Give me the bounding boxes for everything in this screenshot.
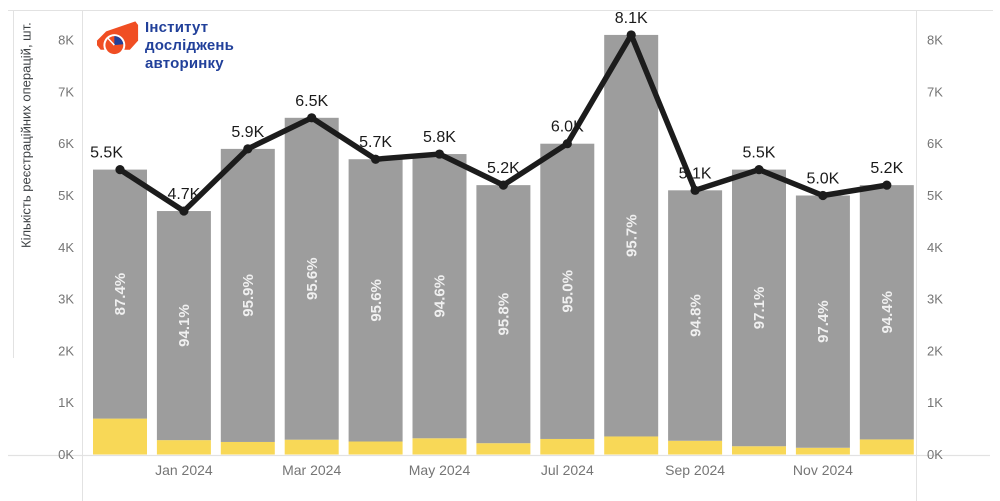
- bar-pct-label: 95.0%: [560, 270, 577, 313]
- x-tick-label: Mar 2024: [282, 462, 341, 478]
- y-tick-right: 7K: [927, 84, 943, 99]
- y-tick-left: 3K: [58, 292, 74, 307]
- y-tick-left: 0K: [58, 447, 74, 462]
- bar-gray-segment[interactable]: [156, 211, 211, 441]
- line-point[interactable]: [690, 185, 700, 195]
- x-tick-label: Jul 2024: [541, 462, 594, 478]
- line-point[interactable]: [179, 206, 189, 216]
- x-tick-label: Nov 2024: [793, 462, 853, 478]
- y-tick-right: 6K: [927, 136, 943, 151]
- bar-pct-label: 97.1%: [751, 287, 768, 330]
- line-point-label: 5.5K: [90, 145, 123, 162]
- line-point-label: 8.1K: [615, 10, 648, 27]
- bar-pct-label: 95.6%: [368, 279, 385, 322]
- bar-gray-segment[interactable]: [412, 154, 467, 439]
- bar-yellow-segment[interactable]: [859, 439, 914, 455]
- logo-car-icon: [97, 21, 139, 57]
- bar-pct-label: 95.9%: [240, 274, 257, 317]
- bar-pct-label: 94.4%: [879, 291, 896, 334]
- line-point[interactable]: [562, 139, 572, 149]
- y-tick-right: 1K: [927, 395, 943, 410]
- bar-yellow-segment[interactable]: [156, 440, 211, 455]
- y-tick-left: 6K: [58, 136, 74, 151]
- line-point-label: 5.9K: [231, 124, 264, 141]
- bar-gray-segment[interactable]: [668, 190, 723, 441]
- bar-yellow-segment[interactable]: [604, 436, 659, 455]
- logo-line-2: досліджень: [145, 37, 235, 54]
- bar-gray-segment[interactable]: [476, 185, 531, 444]
- y-tick-right: 0K: [927, 447, 943, 462]
- bar-gray-segment[interactable]: [284, 117, 339, 440]
- y-tick-right: 4K: [927, 240, 943, 255]
- bar-gray-segment[interactable]: [93, 169, 147, 419]
- line-point[interactable]: [307, 113, 317, 123]
- line-point[interactable]: [882, 180, 892, 190]
- y-tick-right: 8K: [927, 33, 943, 48]
- line-point[interactable]: [115, 165, 125, 175]
- line-point[interactable]: [434, 149, 445, 159]
- bar-pct-label: 97.4%: [815, 300, 832, 343]
- bar-pct-label: 94.1%: [176, 304, 193, 347]
- y-tick-left: 2K: [58, 343, 74, 358]
- bar-pct-label: 94.8%: [687, 294, 704, 337]
- y-tick-left: 8K: [58, 33, 74, 48]
- bar-gray-segment[interactable]: [604, 34, 659, 437]
- bar-pct-label: 95.6%: [304, 257, 321, 300]
- bar-pct-label: 94.6%: [432, 275, 449, 318]
- line-point-label: 4.7K: [167, 186, 200, 203]
- line-point[interactable]: [498, 180, 508, 190]
- line-point[interactable]: [243, 144, 253, 154]
- logo-line-3: авторинку: [145, 55, 224, 72]
- line-point-label: 6.0K: [551, 119, 584, 136]
- bar-gray-segment[interactable]: [220, 148, 275, 442]
- bar-gray-segment[interactable]: [348, 159, 403, 442]
- line-point[interactable]: [371, 154, 381, 164]
- bar-yellow-segment[interactable]: [476, 443, 531, 455]
- line-point-label: 6.5K: [295, 93, 328, 110]
- x-tick-label: Jan 2024: [155, 462, 213, 478]
- line-point-label: 5.5K: [743, 145, 776, 162]
- line-point-label: 5.2K: [487, 160, 520, 177]
- y-tick-right: 5K: [927, 188, 943, 203]
- y-tick-left: 1K: [58, 395, 74, 410]
- y-tick-right: 3K: [927, 292, 943, 307]
- bar-gray-segment[interactable]: [859, 185, 914, 440]
- bar-yellow-segment[interactable]: [220, 441, 275, 455]
- bar-yellow-segment[interactable]: [668, 440, 723, 455]
- line-point[interactable]: [754, 165, 764, 175]
- bar-yellow-segment[interactable]: [732, 446, 786, 455]
- bar-yellow-segment[interactable]: [348, 441, 403, 455]
- y-tick-right: 2K: [927, 343, 943, 358]
- bar-yellow-segment[interactable]: [795, 447, 850, 455]
- logo: Інститут досліджень авторинку: [95, 15, 234, 73]
- line-point[interactable]: [626, 30, 636, 40]
- y-tick-left: 5K: [58, 188, 74, 203]
- bar-gray-segment[interactable]: [540, 143, 595, 439]
- bar-gray-segment[interactable]: [732, 169, 786, 447]
- bar-yellow-segment[interactable]: [412, 438, 467, 455]
- bar-yellow-segment[interactable]: [540, 438, 595, 455]
- x-tick-label: May 2024: [409, 462, 471, 478]
- bar-gray-segment[interactable]: [795, 195, 850, 448]
- line-point-label: 5.0K: [806, 171, 839, 188]
- line-point-label: 5.8K: [423, 129, 456, 146]
- line-point-label: 5.1K: [679, 165, 712, 182]
- bar-pct-label: 95.7%: [623, 214, 640, 257]
- line-point-label: 5.2K: [870, 160, 903, 177]
- logo-text: Інститут досліджень авторинку: [145, 15, 234, 73]
- bar-yellow-segment[interactable]: [284, 439, 339, 455]
- line-point[interactable]: [818, 190, 828, 201]
- bar-pct-label: 95.8%: [496, 293, 513, 336]
- bar-yellow-segment[interactable]: [93, 418, 147, 455]
- line-point-label: 5.7K: [359, 134, 392, 151]
- x-tick-label: Sep 2024: [665, 462, 725, 478]
- y-tick-left: 7K: [58, 84, 74, 99]
- bar-pct-label: 87.4%: [112, 273, 129, 316]
- y-tick-left: 4K: [58, 240, 74, 255]
- logo-line-1: Інститут: [145, 19, 209, 36]
